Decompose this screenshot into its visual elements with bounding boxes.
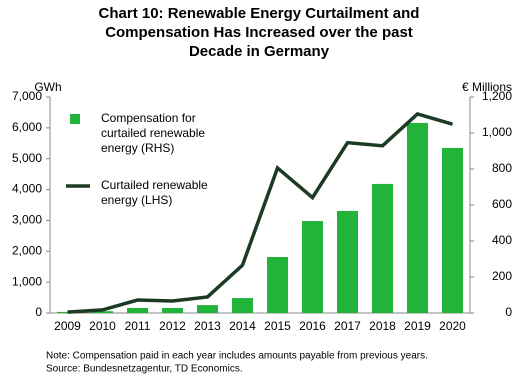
y2-tick-label: 600 [492, 197, 512, 211]
y2-tick-label: 1,000 [482, 125, 512, 139]
bar [162, 307, 183, 313]
bar [92, 311, 113, 313]
legend-label: Compensation for curtailed renewable energ… [101, 111, 205, 155]
y2-tick-label: 1,200 [482, 89, 512, 103]
chart-title: Compensation Has Increased over the past [105, 24, 413, 41]
bar [337, 210, 358, 313]
y-tick-label: 6,000 [12, 120, 42, 134]
x-tick-label: 2012 [159, 319, 186, 333]
y-tick-label: 1,000 [12, 274, 42, 288]
legend-swatch [70, 114, 80, 124]
x-tick-label: 2010 [89, 319, 116, 333]
x-tick-label: 2009 [54, 319, 81, 333]
y2-tick-label: 800 [492, 161, 512, 175]
legend-label: Curtailed renewable energy (LHS) [101, 178, 208, 207]
y-tick-label: 7,000 [12, 89, 42, 103]
x-tick-label: 2013 [194, 319, 221, 333]
x-tick-label: 2016 [299, 319, 326, 333]
x-tick-label: 2020 [439, 319, 466, 333]
y-tick-label: 5,000 [12, 151, 42, 165]
bar [232, 298, 253, 313]
bar [442, 147, 463, 313]
y2-tick-label: 400 [492, 233, 512, 247]
x-tick-label: 2019 [404, 319, 431, 333]
chart-title: Chart 10: Renewable Energy Curtailment a… [99, 5, 420, 22]
bar [57, 311, 78, 313]
line [67, 112, 453, 314]
bar [267, 257, 288, 313]
bar [372, 183, 393, 313]
y-tick-label: 0 [35, 305, 42, 319]
bar [127, 307, 148, 313]
y2-tick-label: 0 [505, 305, 512, 319]
y2-tick-label: 200 [492, 269, 512, 283]
bar [407, 122, 428, 313]
x-tick-label: 2011 [125, 319, 151, 333]
y-tick-label: 3,000 [12, 213, 42, 227]
y-tick-label: 2,000 [12, 243, 42, 257]
x-tick-label: 2014 [229, 319, 256, 333]
chart-title: Decade in Germany [189, 43, 330, 60]
y-tick-label: 4,000 [12, 182, 42, 196]
note: Source: Bundesnetzagentur, TD Economics. [46, 364, 243, 375]
y-axis-label: GWh [34, 80, 61, 94]
x-tick-label: 2018 [369, 319, 396, 333]
note: Note: Compensation paid in each year inc… [46, 351, 428, 362]
bar [302, 221, 323, 313]
x-tick-label: 2017 [334, 319, 361, 333]
bar [197, 305, 218, 313]
y2-axis-label: € Millions [462, 80, 512, 94]
x-tick-label: 2015 [264, 319, 291, 333]
